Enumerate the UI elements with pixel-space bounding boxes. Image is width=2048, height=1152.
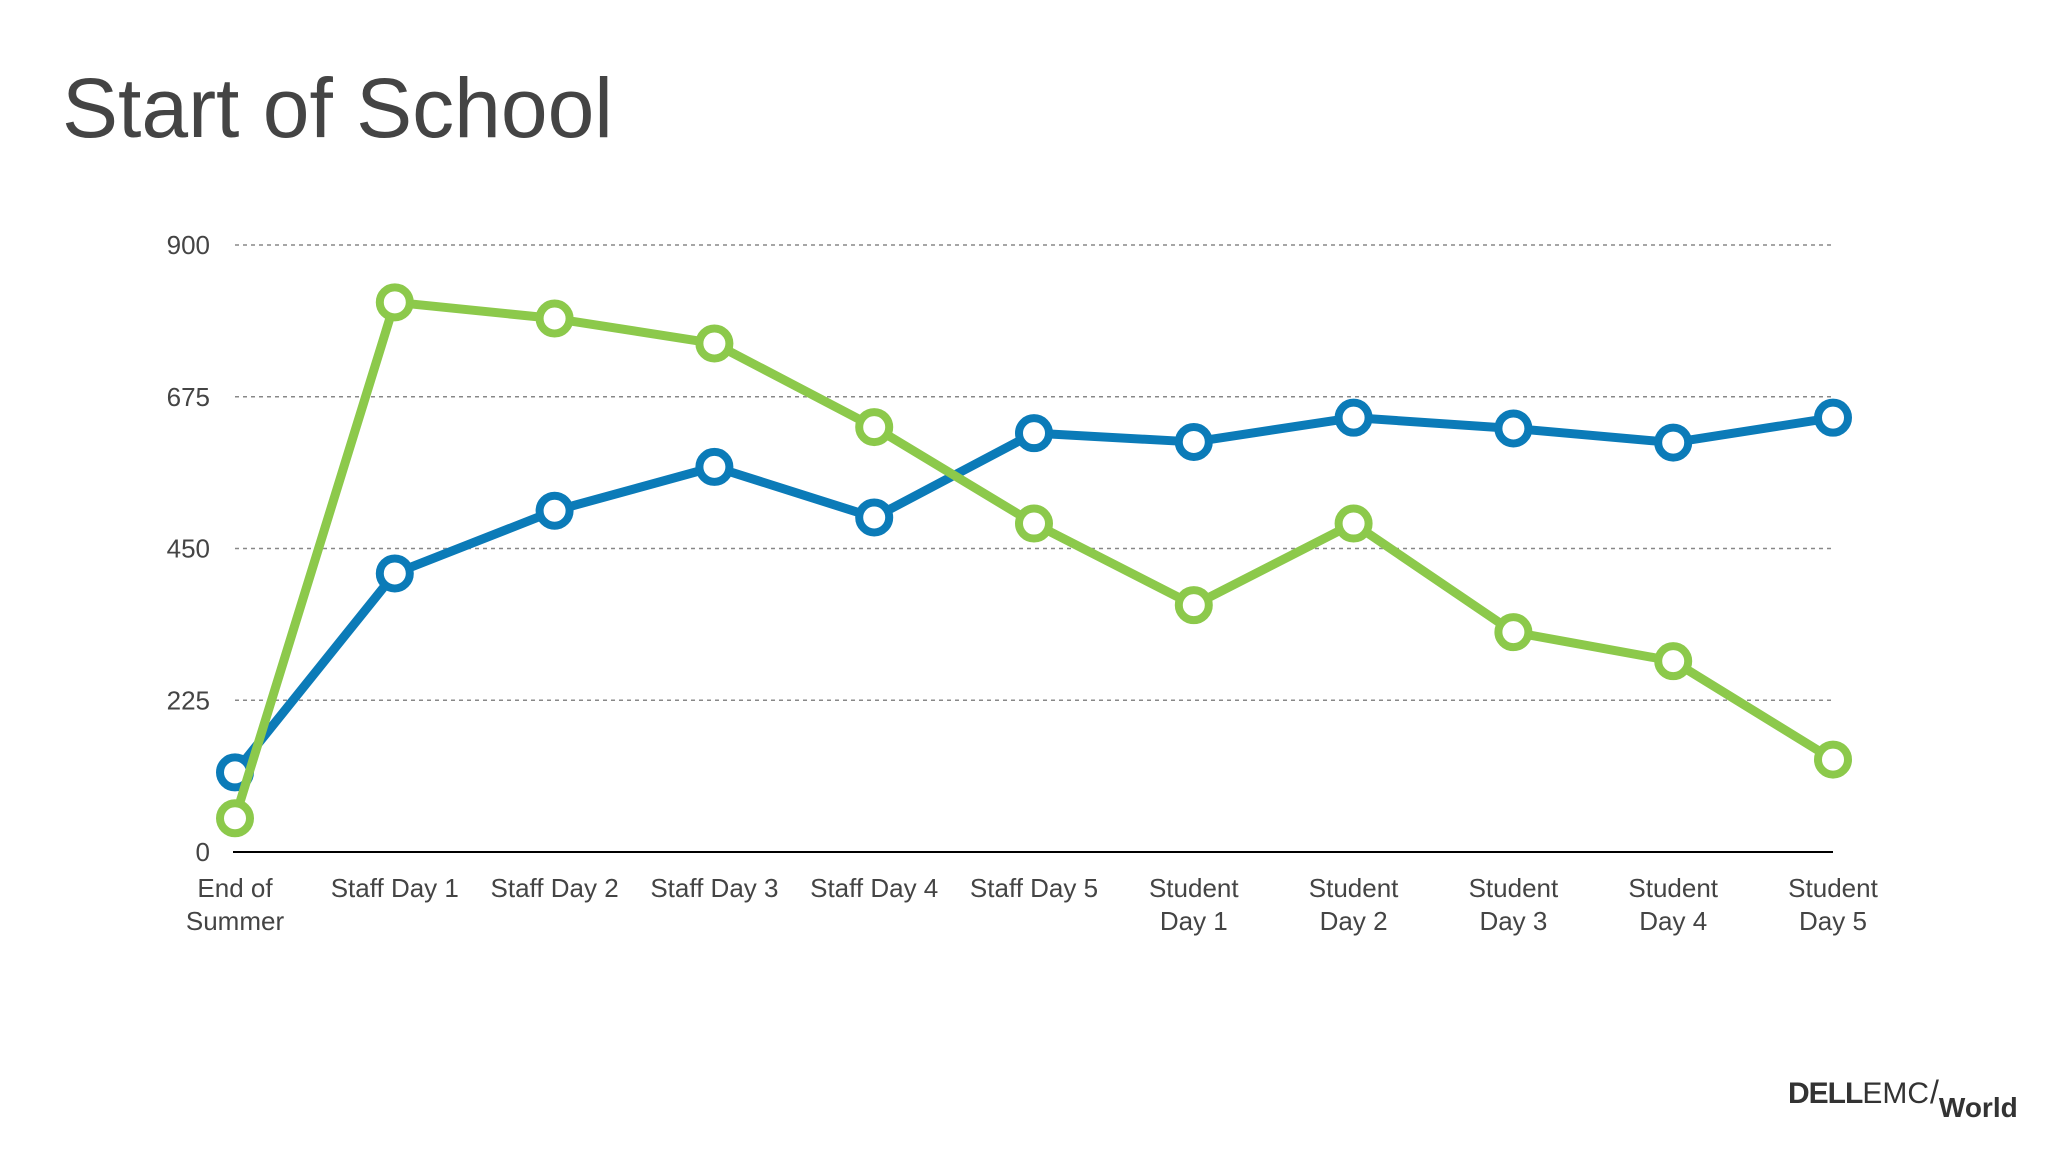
y-tick-label: 0: [196, 837, 210, 867]
blue-series-point: [855, 498, 894, 537]
green-series-point: [1174, 586, 1213, 625]
logo-event: World: [1938, 1092, 2018, 1123]
y-tick-label: 900: [167, 230, 210, 260]
slide-title: Start of School: [62, 61, 613, 155]
gridlines: [235, 244, 1833, 701]
y-tick-label: 675: [167, 382, 210, 412]
data-series: [216, 283, 1852, 838]
green-series-point: [1654, 642, 1693, 681]
logo-sub: EMC: [1862, 1077, 1929, 1110]
blue-series-point: [375, 554, 414, 593]
x-tick-label: Student Day 5: [1788, 873, 1878, 936]
green-series: [216, 283, 1852, 838]
green-series-point: [216, 799, 254, 838]
y-tick-label: 225: [167, 685, 210, 715]
logo-slash: /: [1930, 1074, 1939, 1110]
blue-series-point: [1015, 414, 1053, 453]
green-series-point: [1814, 740, 1852, 779]
blue-series-point: [695, 447, 734, 486]
blue-series-point: [1174, 422, 1213, 461]
x-tick-label: Student Day 4: [1628, 873, 1718, 936]
x-tick-label: Student Day 1: [1149, 873, 1239, 936]
x-tick-label: Staff Day 5: [970, 873, 1098, 903]
x-tick-label: Student Day 3: [1469, 873, 1559, 936]
y-axis-ticks: 0 225 450 675 900: [167, 230, 210, 867]
green-series-point: [1494, 613, 1533, 652]
x-axis-ticks: End of Summer Staff Day 1 Staff Day 2 Staff …: [186, 873, 1879, 936]
blue-series-point: [535, 491, 574, 530]
blue-series-line: [230, 413, 1838, 777]
logo-brand: DELL: [1788, 1077, 1863, 1110]
green-series-point: [855, 408, 894, 447]
blue-series-point: [1654, 423, 1693, 462]
green-series-point: [695, 324, 734, 363]
blue-series-point: [1814, 398, 1852, 437]
x-tick-label: Staff Day 1: [331, 873, 459, 903]
x-tick-label: Staff Day 2: [491, 873, 619, 903]
green-series-point: [535, 299, 574, 338]
x-tick-label: End of Summer: [186, 873, 285, 936]
green-series-point: [1015, 504, 1053, 543]
dell-emc-world-logo: DELLEMC/World: [1788, 1074, 2018, 1122]
green-series-line: [230, 297, 1838, 823]
blue-series-point: [1494, 409, 1533, 448]
blue-series-point: [1334, 398, 1373, 437]
blue-series: [216, 398, 1852, 792]
green-series-point: [375, 283, 414, 322]
y-tick-label: 450: [167, 534, 210, 564]
x-tick-label: Student Day 2: [1309, 873, 1399, 936]
green-series-point: [1334, 504, 1373, 543]
x-tick-label: Staff Day 3: [650, 873, 778, 903]
x-tick-label: Staff Day 4: [810, 873, 938, 903]
